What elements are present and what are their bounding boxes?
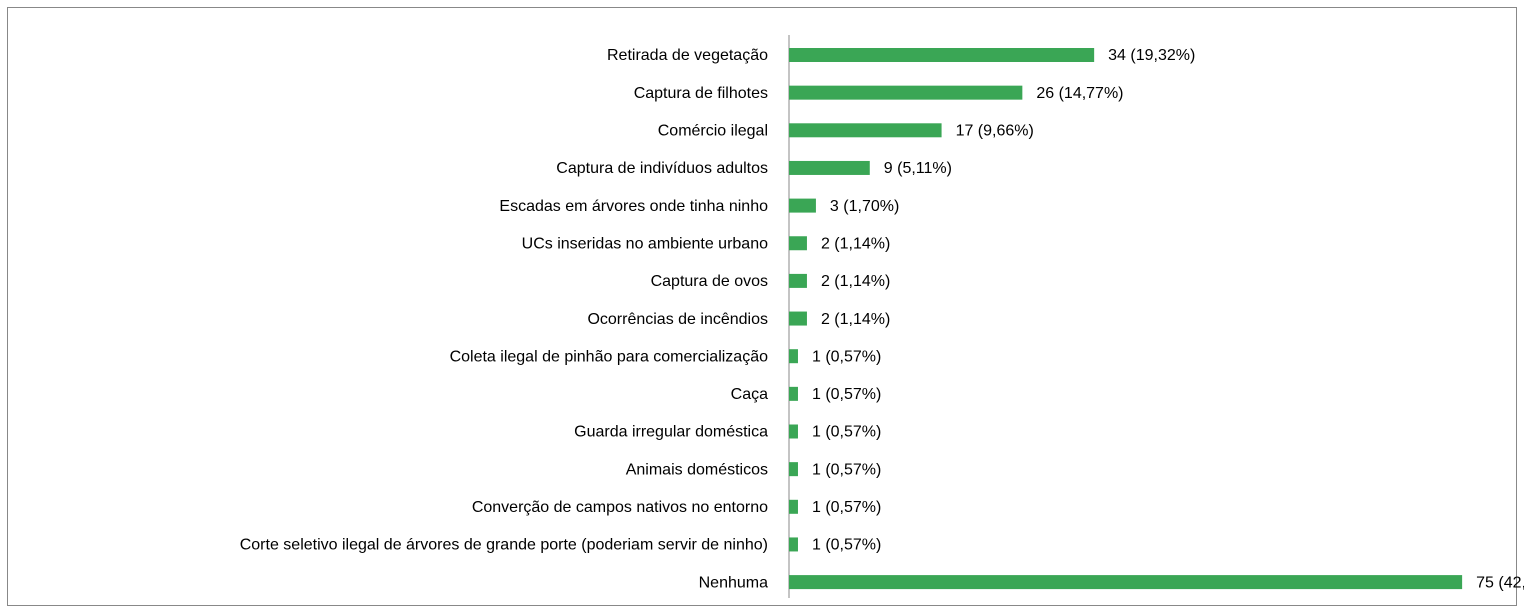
bar <box>789 48 1095 62</box>
bar <box>789 575 1463 590</box>
category-label: Animais domésticos <box>626 461 768 478</box>
category-label: Ocorrências de incêndios <box>587 311 768 328</box>
value-label: 26 (14,77%) <box>1036 85 1123 102</box>
value-label: 1 (0,57%) <box>812 386 881 403</box>
bar <box>789 273 807 288</box>
bar <box>789 123 942 138</box>
category-label: Guarda irregular doméstica <box>574 424 768 441</box>
bar <box>789 537 798 552</box>
bar <box>789 160 870 175</box>
value-label: 3 (1,70%) <box>830 198 899 215</box>
category-label: Comércio ilegal <box>658 123 768 140</box>
value-label: 2 (1,14%) <box>821 311 890 328</box>
category-label: Captura de filhotes <box>634 85 768 102</box>
value-label: 17 (9,66%) <box>956 123 1034 140</box>
value-label: 2 (1,14%) <box>821 273 890 290</box>
category-label: Captura de ovos <box>651 273 768 290</box>
bar <box>789 349 798 364</box>
value-label: 75 (42,61%) <box>1476 574 1524 591</box>
category-label: UCs inseridas no ambiente urbano <box>522 235 768 252</box>
bar <box>789 236 807 251</box>
bar <box>789 311 807 326</box>
bar <box>789 424 798 439</box>
category-label: Retirada de vegetação <box>607 47 768 64</box>
value-label: 1 (0,57%) <box>812 499 881 516</box>
category-label: Coleta ilegal de pinhão para comercializ… <box>450 348 769 365</box>
value-label: 2 (1,14%) <box>821 235 890 252</box>
category-label: Corte seletivo ilegal de árvores de gran… <box>240 537 768 554</box>
value-label: 34 (19,32%) <box>1108 47 1195 64</box>
chart-frame <box>7 7 1517 606</box>
value-label: 1 (0,57%) <box>812 461 881 478</box>
category-label: Escadas em árvores onde tinha ninho <box>499 198 768 215</box>
value-label: 1 (0,57%) <box>812 348 881 365</box>
category-label: Captura de indivíduos adultos <box>556 160 768 177</box>
value-label: 1 (0,57%) <box>812 537 881 554</box>
bar <box>789 85 1023 100</box>
bar <box>789 462 798 477</box>
bar <box>789 386 798 401</box>
category-label: Converção de campos nativos no entorno <box>472 499 768 516</box>
bar <box>789 198 816 213</box>
category-label: Caça <box>731 386 768 403</box>
bar <box>789 499 798 514</box>
value-label: 1 (0,57%) <box>812 424 881 441</box>
value-label: 9 (5,11%) <box>884 160 952 177</box>
category-label: Nenhuma <box>699 574 768 591</box>
